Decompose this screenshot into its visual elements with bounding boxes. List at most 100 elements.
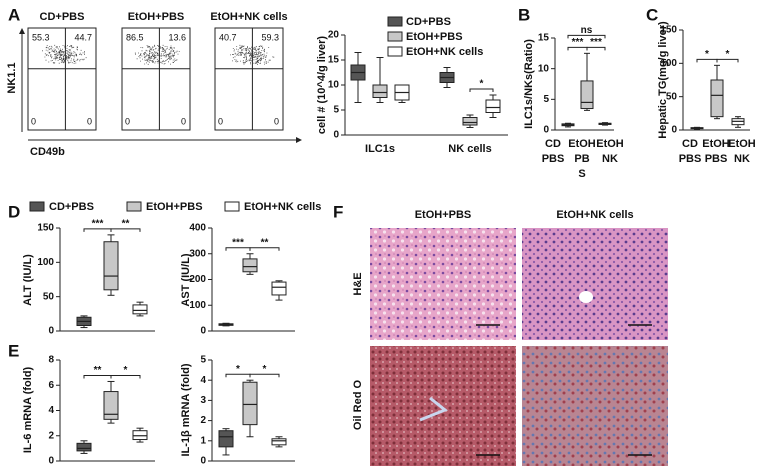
significance-bracket — [469, 88, 494, 92]
box — [242, 381, 258, 426]
significance-label: ns — [581, 25, 593, 36]
y-tick-label: 50 — [666, 91, 678, 102]
y-tick-label: 100 — [189, 300, 206, 311]
x-tick-label: CD — [545, 138, 561, 150]
flow-frame — [214, 27, 284, 131]
x-tick-label: PBS — [679, 153, 702, 165]
column-label: EtOH+PBS — [415, 209, 472, 221]
flow-y-label: NK1.1 — [6, 62, 18, 93]
significance-bracket — [110, 228, 141, 232]
legend-swatch — [224, 201, 240, 212]
box — [462, 117, 478, 126]
y-tick-label: 2 — [200, 415, 206, 426]
oil-red-image — [522, 346, 668, 466]
box — [372, 84, 388, 98]
y-axis-label: IL-1β mRNA (fold) — [180, 363, 192, 456]
panel-label: E — [8, 341, 19, 360]
legend-swatch — [387, 31, 403, 42]
quadrant-value: 59.3 — [261, 32, 279, 42]
y-tick-label: 200 — [189, 274, 206, 285]
quadrant-value: 0 — [125, 116, 130, 126]
significance-bracket — [249, 373, 280, 378]
y-tick-label: 15 — [328, 55, 340, 66]
y-tick-label: 50 — [43, 291, 55, 302]
y-tick-label: 0 — [48, 326, 54, 337]
arrow-head — [296, 137, 302, 143]
y-tick-label: 0 — [671, 125, 677, 136]
significance-bracket — [110, 374, 141, 379]
flow-title: CD+PBS — [40, 11, 85, 23]
flow-events — [42, 44, 87, 64]
quadrant-value: 40.7 — [219, 32, 237, 42]
column-label: EtOH+NK cells — [556, 209, 633, 221]
panel-label: A — [8, 5, 20, 24]
y-tick-label: 0 — [200, 456, 206, 467]
legend-swatch — [126, 201, 142, 212]
significance-label: *** — [590, 37, 602, 48]
legend-label: EtOH+PBS — [406, 31, 463, 43]
x-tick-label: EtOH — [568, 138, 596, 150]
he-image — [522, 228, 668, 340]
box — [710, 79, 724, 118]
quadrant-value: 13.6 — [168, 32, 186, 42]
legend-swatch — [387, 16, 403, 27]
y-axis-label: ILC1s/NKs(Ratio) — [523, 39, 535, 129]
quadrant-value: 86.5 — [126, 32, 144, 42]
legend-swatch — [29, 201, 45, 212]
legend-swatch — [387, 46, 403, 57]
flow-title: EtOH+PBS — [128, 11, 185, 23]
y-tick-label: 300 — [189, 248, 206, 259]
flow-x-label: CD49b — [30, 146, 65, 158]
box — [271, 438, 287, 446]
histology — [370, 228, 668, 466]
x-tick-label: CD — [682, 138, 698, 150]
y-tick-label: 10 — [538, 63, 550, 74]
box — [103, 391, 119, 420]
y-axis-label: Hepatic TG(mg/g liver) — [657, 21, 669, 139]
quadrant-value: 0 — [218, 116, 223, 126]
flow-events — [230, 44, 275, 65]
significance-label: * — [236, 364, 240, 375]
x-tick-label: ILC1s — [365, 143, 395, 155]
x-tick-label: NK — [734, 153, 750, 165]
flow-frame — [121, 27, 191, 131]
y-tick-label: 4 — [48, 405, 54, 416]
significance-bracket — [716, 58, 739, 63]
x-tick-label: NK — [602, 153, 618, 165]
row-label: Oil Red O — [352, 380, 364, 431]
y-axis-label: AST (IU/L) — [180, 253, 192, 306]
quadrant-value: 0 — [274, 116, 279, 126]
x-tick-label: PBS — [542, 153, 565, 165]
x-tick-label: EtOH — [728, 138, 756, 150]
y-tick-label: 150 — [660, 25, 677, 36]
y-tick-label: 0 — [543, 125, 549, 136]
y-tick-label: 8 — [48, 355, 54, 366]
y-axis-label: IL-6 mRNA (fold) — [22, 366, 34, 453]
y-tick-label: 1 — [200, 435, 206, 446]
significance-label: ** — [261, 237, 269, 248]
vessel — [579, 291, 593, 303]
panel-label: B — [518, 5, 530, 24]
y-tick-label: 2 — [48, 430, 54, 441]
flow-events — [134, 44, 180, 65]
significance-bracket — [567, 34, 606, 39]
x-tick-label: S — [578, 168, 585, 180]
box — [580, 80, 594, 110]
flow-frame — [27, 27, 97, 131]
box — [132, 304, 148, 315]
y-tick-label: 6 — [48, 380, 54, 391]
y-tick-label: 5 — [543, 94, 549, 105]
legend-label: EtOH+PBS — [146, 201, 203, 213]
panel-label: C — [646, 5, 658, 24]
y-tick-label: 20 — [328, 30, 340, 41]
panel-label: F — [333, 202, 343, 221]
y-tick-label: 0 — [333, 130, 339, 141]
significance-label: * — [705, 49, 709, 60]
legend-label: EtOH+NK cells — [244, 201, 321, 213]
y-tick-label: 5 — [333, 105, 339, 116]
significance-label: *** — [232, 237, 244, 248]
legend-label: CD+PBS — [406, 16, 451, 28]
y-axis-label: cell # (10^4/g liver) — [316, 36, 328, 134]
oil-red-image — [370, 346, 516, 466]
